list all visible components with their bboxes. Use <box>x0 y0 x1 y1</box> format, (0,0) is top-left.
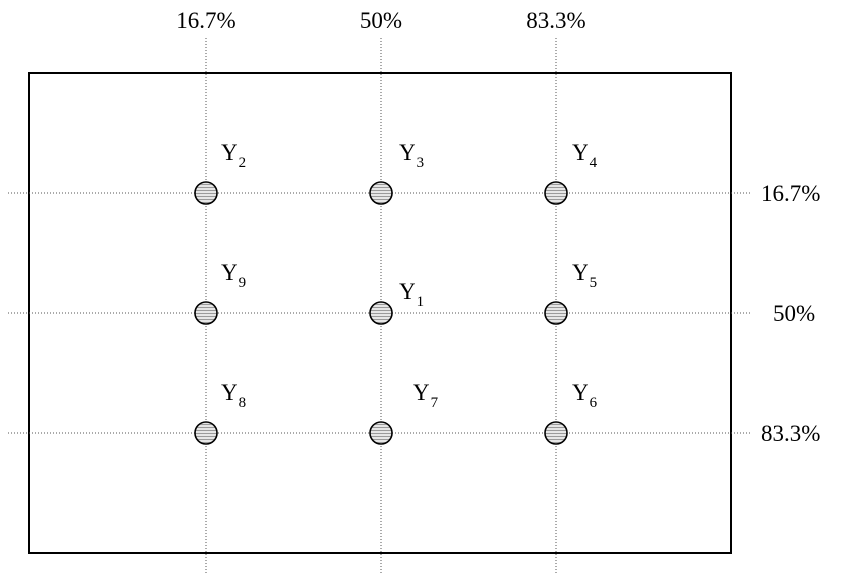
point-label-y4: Y4 <box>572 140 598 171</box>
column-labels: 16.7% 50% 83.3% <box>176 8 585 33</box>
row-label-1: 16.7% <box>761 181 820 206</box>
point-label-y6: Y6 <box>572 380 598 411</box>
point-marker-y9 <box>194 301 218 325</box>
point-marker-y4 <box>544 181 568 205</box>
point-marker-y2 <box>194 181 218 205</box>
point-label-y2: Y2 <box>221 140 246 171</box>
point-marker-y5 <box>544 301 568 325</box>
point-label-y7: Y7 <box>413 380 439 411</box>
column-label-1: 16.7% <box>176 8 235 33</box>
point-label-y8: Y8 <box>221 380 246 411</box>
point-marker-y1 <box>369 301 393 325</box>
point-label-y9: Y9 <box>221 260 246 291</box>
point-label-y5: Y5 <box>572 260 597 291</box>
row-label-3: 83.3% <box>761 421 820 446</box>
point-marker-y3 <box>369 181 393 205</box>
point-markers <box>194 181 568 445</box>
point-label-y1: Y1 <box>399 279 424 310</box>
point-label-y3: Y3 <box>399 140 424 171</box>
point-marker-y8 <box>194 421 218 445</box>
column-label-3: 83.3% <box>526 8 585 33</box>
column-label-2: 50% <box>360 8 402 33</box>
row-labels: 16.7% 50% 83.3% <box>761 181 820 446</box>
point-labels: Y2 Y3 Y4 Y9 Y1 Y5 Y8 Y7 Y6 <box>221 140 598 411</box>
point-marker-y6 <box>544 421 568 445</box>
point-marker-y7 <box>369 421 393 445</box>
row-label-2: 50% <box>773 301 815 326</box>
